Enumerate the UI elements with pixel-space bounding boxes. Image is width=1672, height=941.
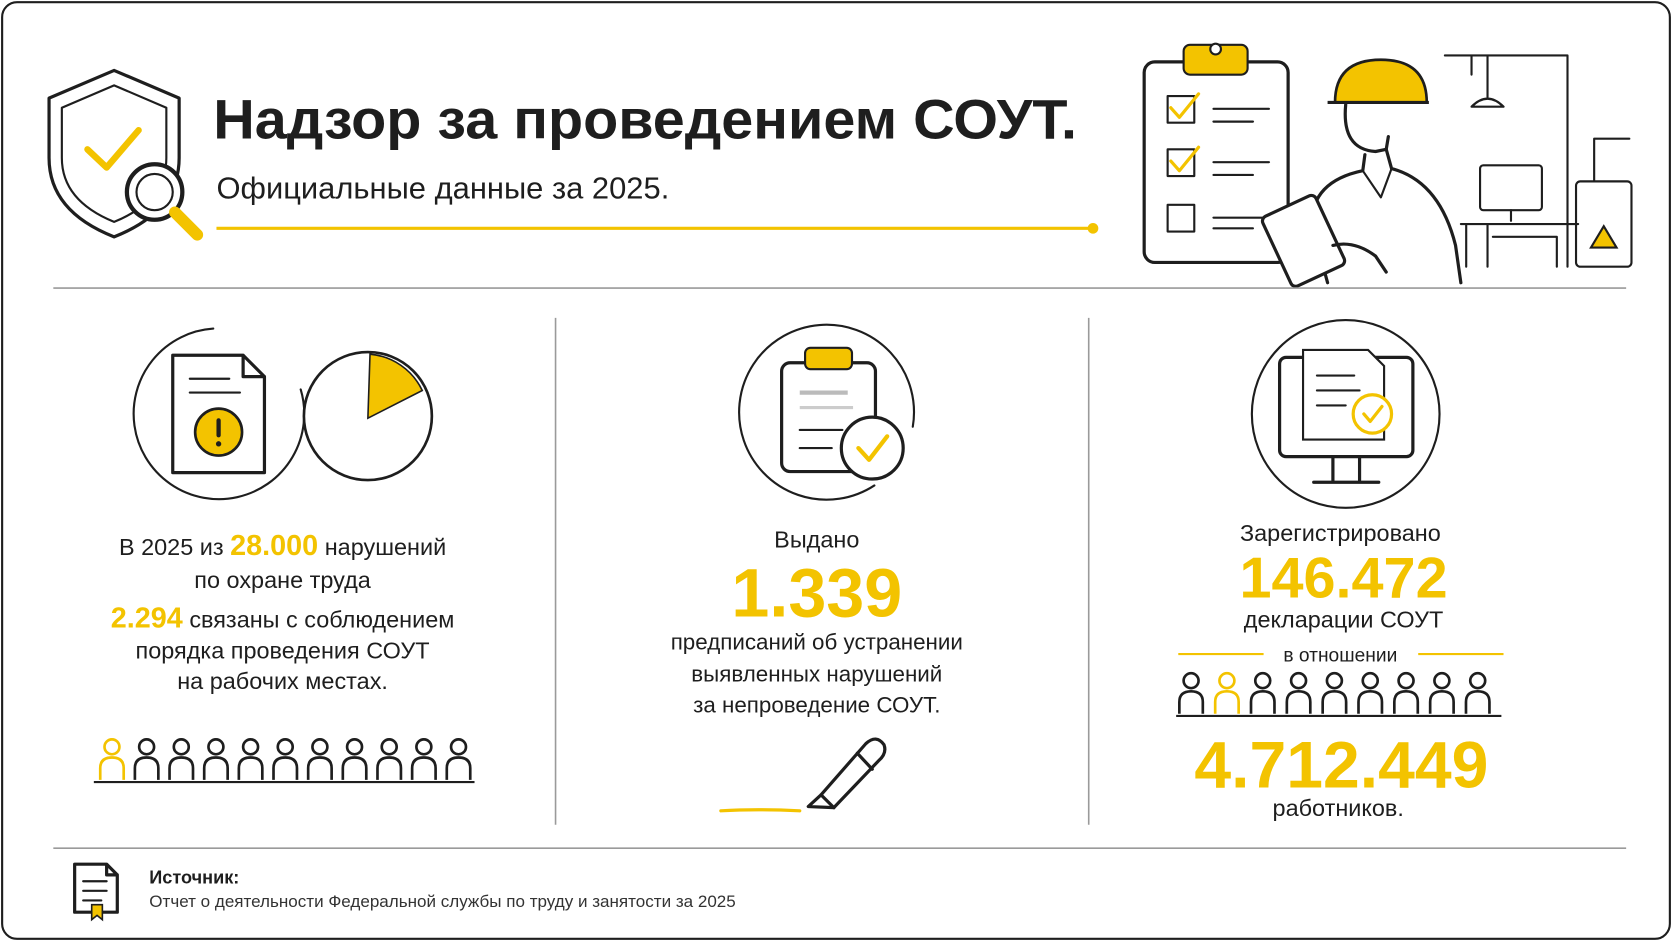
person-icon	[1357, 671, 1384, 716]
value: 2.294	[111, 602, 183, 634]
panel-text: В 2025 из 28.000 нарушений	[119, 530, 446, 562]
value: 4.712.449	[1194, 728, 1488, 802]
panel-text: 2.294 связаны с соблюдением	[111, 602, 455, 634]
person-icon	[1249, 671, 1276, 716]
person-icon	[1392, 671, 1420, 716]
person-icon	[341, 738, 368, 782]
source-text: Отчет о деятельности Федеральной службы …	[149, 892, 736, 911]
violation-icon	[132, 327, 434, 501]
text: связаны с соблюдением	[189, 606, 454, 632]
value: 146.472	[1240, 546, 1448, 610]
panel-text: за непроведение СОУТ.	[693, 693, 940, 718]
person-icon	[376, 738, 403, 782]
panel-text: предписаний об устранении	[671, 630, 963, 655]
person-icon	[445, 738, 472, 782]
declaration-icon	[1250, 319, 1441, 509]
source-icon	[73, 862, 119, 922]
person-icon	[237, 738, 264, 782]
person-icon	[1213, 671, 1240, 716]
source-label: Источник:	[149, 867, 239, 887]
person-icon	[202, 738, 229, 782]
person-icon	[1428, 671, 1455, 716]
person-icon	[1321, 671, 1348, 716]
panel-text: декларации СОУТ	[1244, 606, 1444, 632]
text: нарушений	[325, 534, 446, 560]
illustration	[1142, 42, 1633, 288]
person-icon	[1285, 671, 1312, 716]
accent-dot	[1087, 222, 1099, 234]
value: 28.000	[230, 530, 318, 562]
value: 1.339	[731, 556, 902, 632]
panel-text: по охране труда	[194, 567, 371, 593]
person-icon	[410, 738, 437, 782]
title: Надзор за проведением СОУТ.	[213, 89, 1077, 151]
panel-text: на рабочих местах.	[177, 668, 388, 694]
person-icon	[98, 738, 126, 782]
pen-icon	[719, 737, 887, 813]
text: В 2025 из	[119, 534, 224, 560]
shield-icon	[47, 68, 204, 241]
subtitle: Официальные данные за 2025.	[216, 170, 669, 205]
order-icon	[738, 323, 916, 501]
person-icon	[1464, 671, 1491, 716]
label: Зарегистрировано	[1240, 520, 1441, 546]
person-icon	[1178, 671, 1205, 716]
person-icon	[133, 738, 160, 782]
person-icon	[272, 738, 299, 782]
panel-text: в отношении	[1283, 645, 1397, 666]
person-icon	[306, 738, 333, 782]
label: Выдано	[774, 526, 859, 552]
person-icon	[168, 738, 195, 782]
panel-text: работников.	[1273, 795, 1404, 821]
people-row	[1178, 671, 1491, 716]
panel-text: выявленных нарушений	[691, 662, 942, 687]
panel-text: порядка проведения СОУТ	[136, 637, 430, 663]
